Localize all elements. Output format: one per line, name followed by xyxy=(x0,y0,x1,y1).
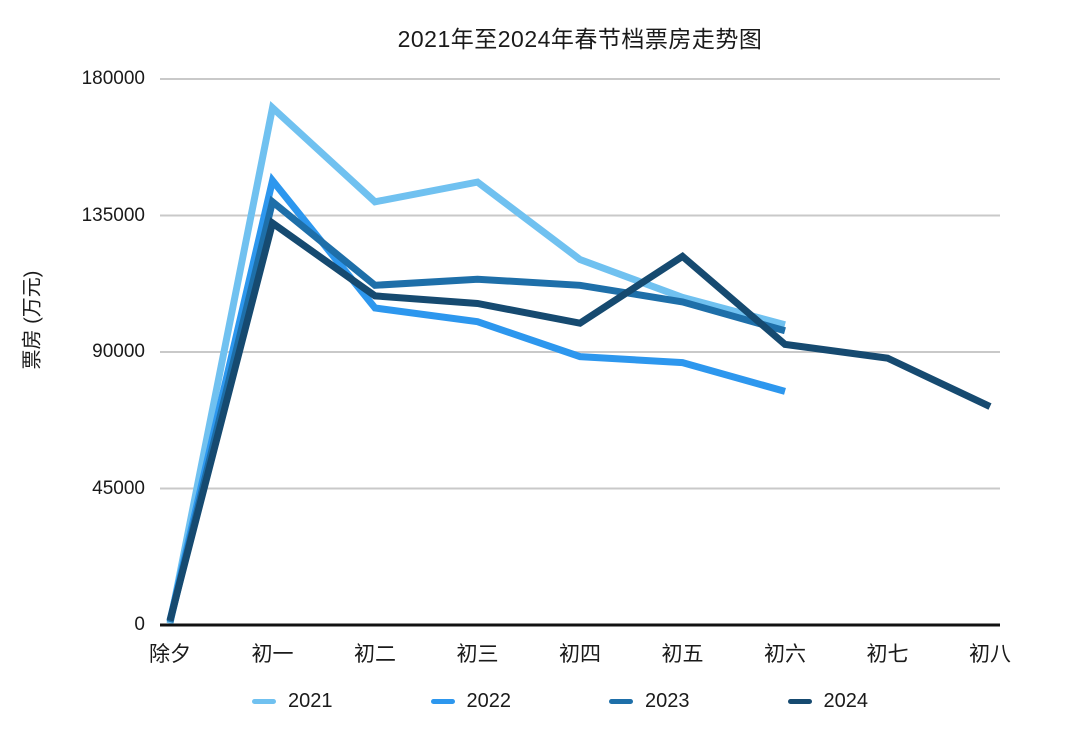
x-tick-label: 初八 xyxy=(969,643,1011,666)
x-tick-label: 初六 xyxy=(764,643,806,666)
chart-legend: 2021 2022 2023 2024 xyxy=(120,690,1000,713)
legend-swatch-icon xyxy=(252,699,276,704)
series-line-2022 xyxy=(166,172,786,622)
series-line-2023 xyxy=(166,195,786,623)
legend-label: 2021 xyxy=(288,690,333,712)
y-tick-label: 90000 xyxy=(92,341,145,362)
x-tick-label: 初五 xyxy=(661,643,704,666)
legend-item-2024[interactable]: 2024 xyxy=(787,690,869,713)
x-tick-label: 除夕 xyxy=(149,643,191,666)
legend-label: 2022 xyxy=(466,690,512,712)
chart-title: 2021年至2024年春节档票房走势图 xyxy=(397,26,763,52)
x-tick-label: 初七 xyxy=(866,643,909,666)
legend-swatch-icon xyxy=(430,699,455,704)
legend-item-2023[interactable]: 2023 xyxy=(609,690,690,713)
legend-label: 2024 xyxy=(823,690,869,712)
legend-label: 2023 xyxy=(645,690,690,712)
legend-item-2022[interactable]: 2022 xyxy=(430,690,512,713)
x-tick-label: 初四 xyxy=(559,643,601,666)
y-tick-label: 180000 xyxy=(81,68,145,89)
legend-swatch-icon xyxy=(609,699,633,704)
y-tick-label: 45000 xyxy=(92,477,145,499)
x-tick-label: 初二 xyxy=(354,643,396,666)
series-line-2024 xyxy=(166,217,992,622)
legend-swatch-icon xyxy=(787,699,812,704)
y-tick-label: 135000 xyxy=(81,204,145,226)
x-tick-label: 初一 xyxy=(251,643,294,666)
series-line-2021 xyxy=(166,101,786,625)
legend-item-2021[interactable]: 2021 xyxy=(252,690,333,713)
x-tick-label: 初三 xyxy=(456,643,499,666)
y-tick-label: 0 xyxy=(134,614,145,635)
